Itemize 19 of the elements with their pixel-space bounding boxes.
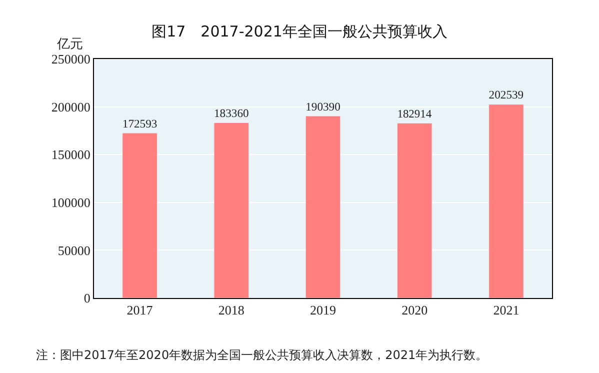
x-tick-label: 2019 [310,302,336,318]
data-label: 202539 [488,88,524,102]
x-tick-label: 2020 [402,302,428,318]
y-tick-label: 50000 [58,242,90,258]
y-tick-label: 150000 [51,147,90,162]
y-axis-title: 亿元 [56,37,83,52]
y-tick-label: 0 [84,290,90,306]
data-label: 190390 [306,100,341,114]
text: 注：图中2017年至2020年数据为全国一般公共预算收入决算数，2021年为执行数。 [36,348,488,362]
x-tick-label: 2017 [126,302,154,318]
y-tick-label: 100000 [51,194,90,210]
chart-title: 图17 2017-2021年全国一般公共预算收入 [152,22,448,41]
x-tick-label: 2018 [218,302,244,318]
data-label: 183360 [214,107,249,120]
data-label: 172593 [122,117,158,130]
y-tick-label: 200000 [51,99,90,114]
y-tick-label: 250000 [51,52,90,67]
data-label: 182914 [397,108,432,120]
x-tick-label: 2021 [493,302,520,318]
